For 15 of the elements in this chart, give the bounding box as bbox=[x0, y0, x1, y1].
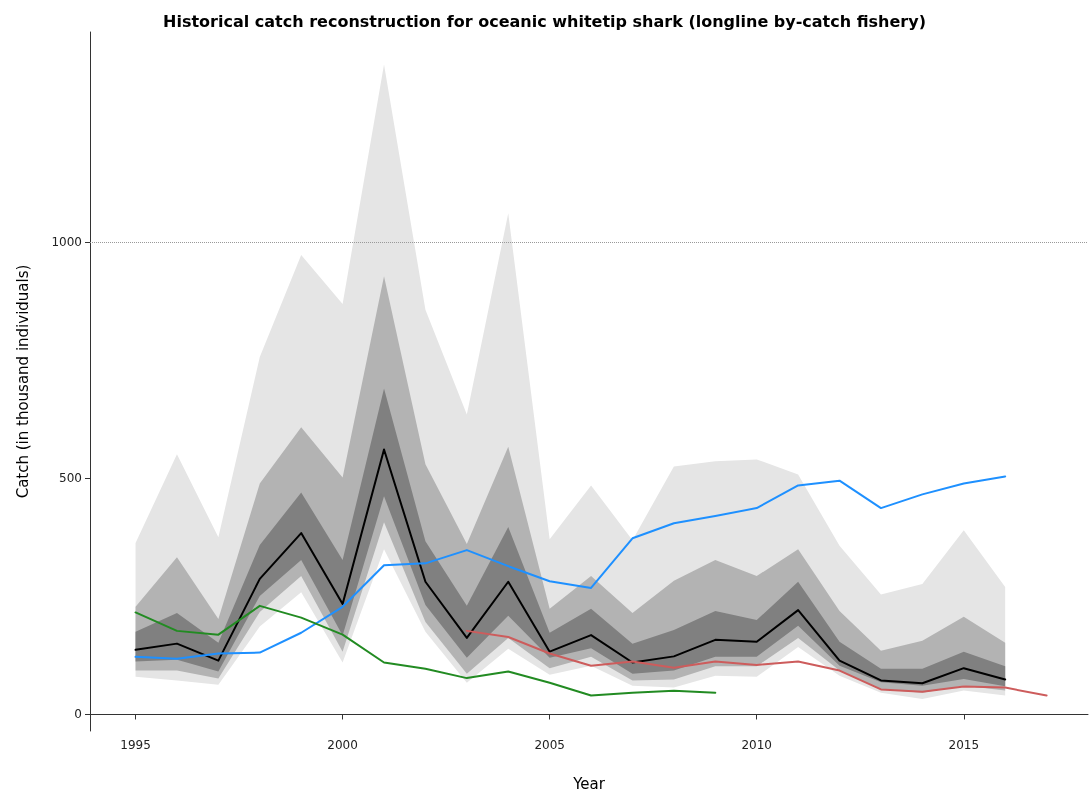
y-tick-label: 0 bbox=[74, 707, 82, 722]
x-tick-label: 2010 bbox=[741, 738, 772, 752]
x-tick-label: 2000 bbox=[327, 738, 358, 752]
chart-title: Historical catch reconstruction for oceanic whitetip shark (longline by-catch fishery) bbox=[163, 11, 926, 31]
line-series bbox=[465, 629, 1048, 697]
y-tick-label: 500 bbox=[59, 471, 82, 486]
line-series bbox=[134, 475, 1007, 660]
line-series bbox=[134, 604, 717, 697]
y-axis-title: Catch (in thousand individuals) bbox=[13, 264, 32, 499]
x-tick-label: 2015 bbox=[948, 738, 980, 752]
x-tick-label: 2005 bbox=[534, 738, 565, 752]
line-series bbox=[134, 448, 1007, 685]
y-tick-label: 1000 bbox=[51, 235, 82, 250]
x-tick-label: 1995 bbox=[120, 738, 151, 752]
x-axis-title: Year bbox=[572, 774, 606, 793]
